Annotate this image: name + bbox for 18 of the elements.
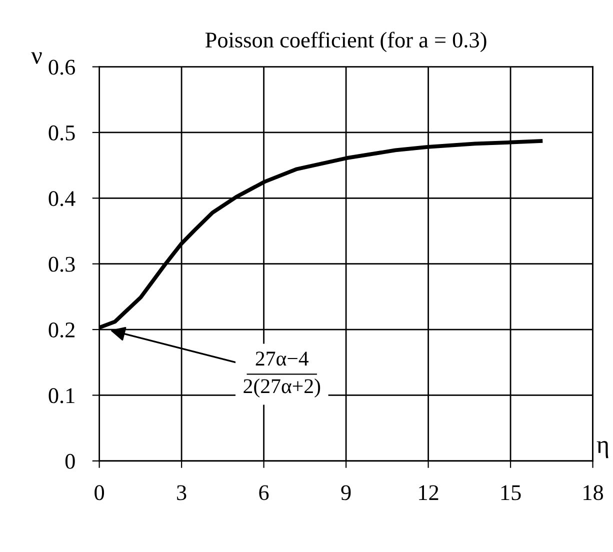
y-tick-label: 0.2 bbox=[48, 322, 74, 338]
y-tick-label: 0.4 bbox=[48, 191, 76, 206]
y-tick-label: 0 bbox=[65, 454, 75, 469]
x-tick-label: 18 bbox=[584, 485, 604, 500]
x-tick-label: 12 bbox=[419, 485, 438, 500]
chart-title: Poisson coefficient (for a = 0.3) bbox=[205, 32, 486, 52]
y-tick-label: 0.3 bbox=[48, 256, 75, 272]
x-tick-label: 0 bbox=[94, 485, 104, 500]
y-axis-title: ν bbox=[31, 52, 42, 64]
annotation: 27α−4 2(27α+2) bbox=[244, 352, 320, 398]
y-tick-label: 0.1 bbox=[48, 388, 74, 404]
x-tick-label: 6 bbox=[259, 485, 269, 500]
x-tick-label: 9 bbox=[341, 485, 351, 500]
x-tick-label: 15 bbox=[501, 485, 521, 500]
x-axis-title: η bbox=[596, 441, 608, 458]
y-tick-label: 0.5 bbox=[48, 125, 75, 141]
y-tick-label: 0.6 bbox=[48, 60, 76, 75]
x-tick-label: 3 bbox=[177, 485, 186, 500]
